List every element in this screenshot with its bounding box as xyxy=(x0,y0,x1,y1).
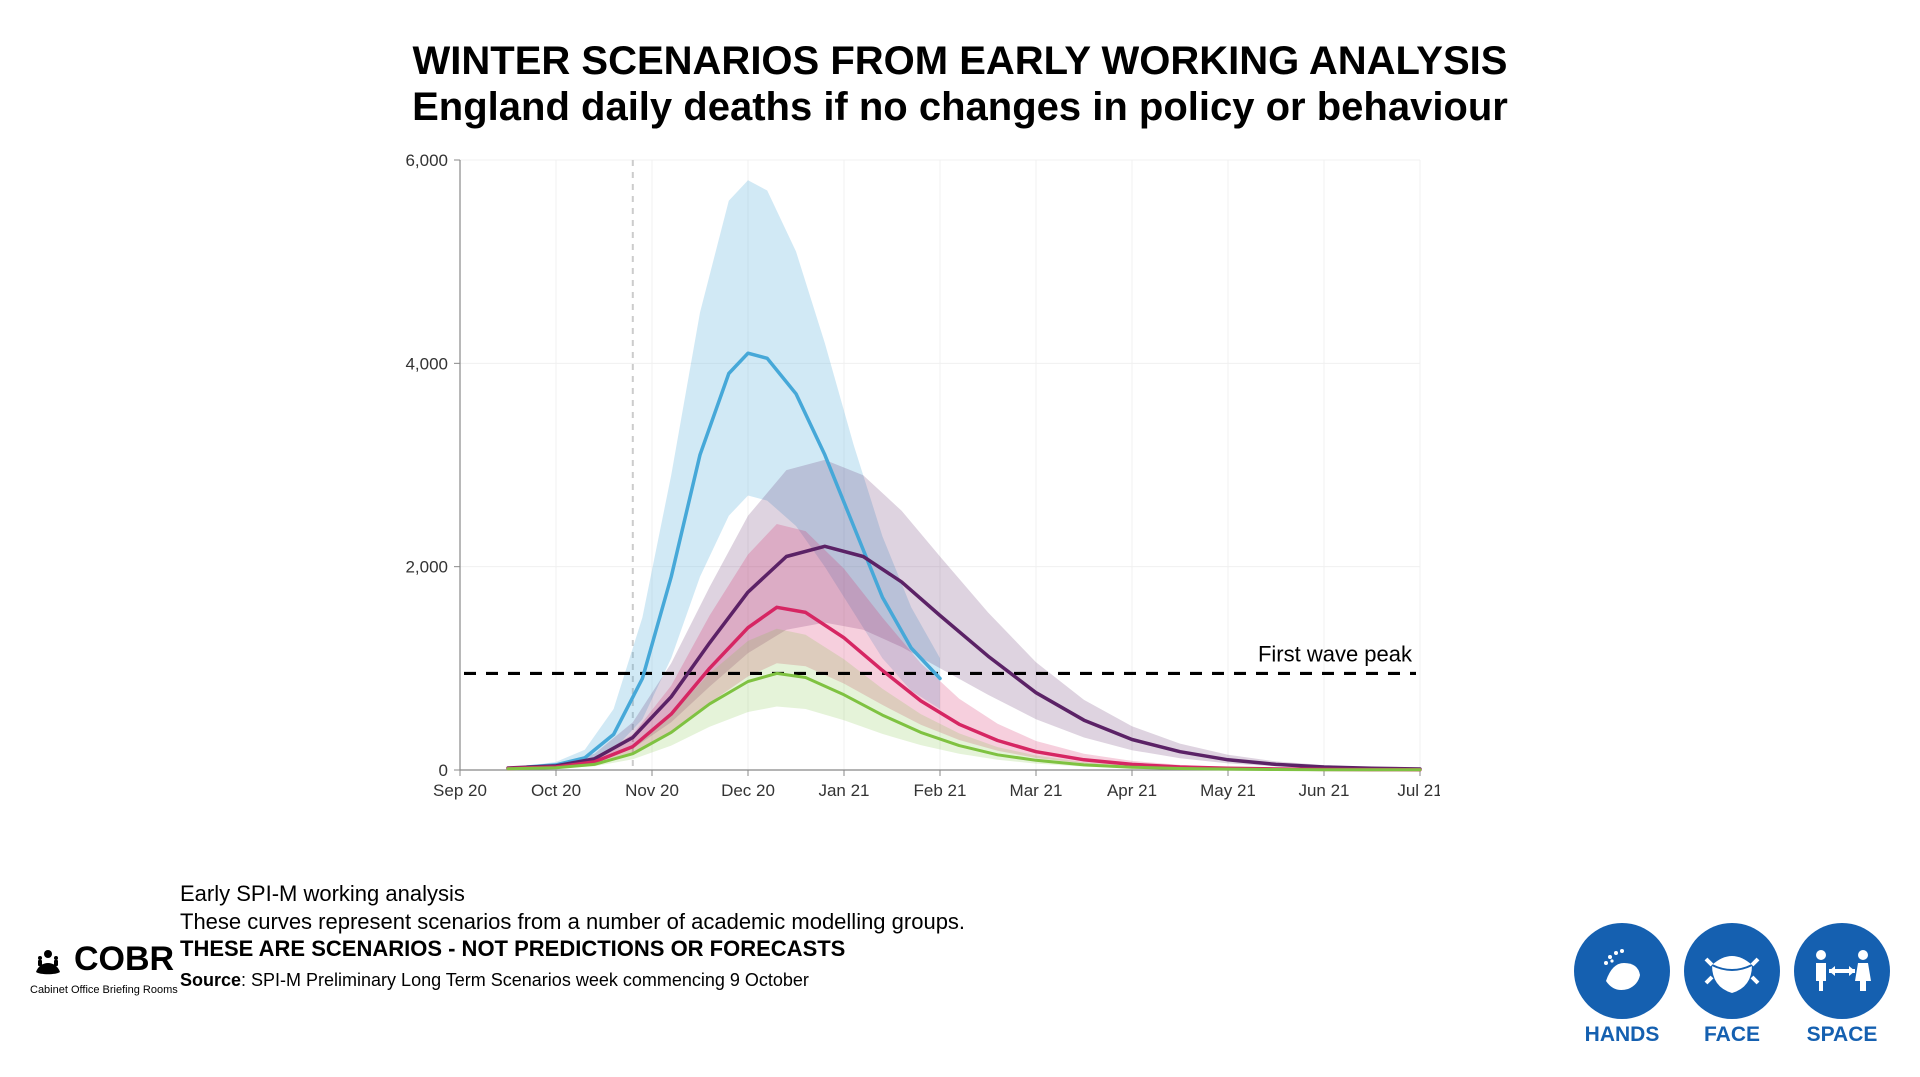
space-icon xyxy=(1794,923,1890,1019)
hfs-hands-label: HANDS xyxy=(1585,1023,1660,1047)
face-icon xyxy=(1684,923,1780,1019)
hfs-space-label: SPACE xyxy=(1807,1023,1878,1047)
title-block: WINTER SCENARIOS FROM EARLY WORKING ANAL… xyxy=(0,38,1920,130)
footer-line-3: THESE ARE SCENARIOS - NOT PREDICTIONS OR… xyxy=(180,935,965,963)
svg-text:Jul 21: Jul 21 xyxy=(1397,781,1440,800)
svg-text:Jun 21: Jun 21 xyxy=(1298,781,1349,800)
hands-face-space: HANDS FACE xyxy=(1574,923,1890,1047)
svg-text:0: 0 xyxy=(439,761,448,780)
svg-text:Jan 21: Jan 21 xyxy=(818,781,869,800)
chart-svg: 0 2,000 4,000 6,000 Sep 20 Oct 20 Nov 20 Dec 20… xyxy=(380,140,1440,830)
footer-line-2: These curves represent scenarios from a … xyxy=(180,908,965,936)
footer-source-label: Source xyxy=(180,970,241,990)
svg-text:6,000: 6,000 xyxy=(405,151,448,170)
svg-text:Dec 20: Dec 20 xyxy=(721,781,775,800)
svg-text:Feb 21: Feb 21 xyxy=(914,781,967,800)
footer-text: Early SPI-M working analysis These curve… xyxy=(180,880,965,991)
cobr-logo: COBR xyxy=(30,940,174,979)
svg-text:2,000: 2,000 xyxy=(405,558,448,577)
svg-text:Oct 20: Oct 20 xyxy=(531,781,581,800)
slide: WINTER SCENARIOS FROM EARLY WORKING ANAL… xyxy=(0,0,1920,1077)
footer-source-text: : SPI-M Preliminary Long Term Scenarios … xyxy=(241,970,809,990)
title-line-1: WINTER SCENARIOS FROM EARLY WORKING ANAL… xyxy=(0,38,1920,84)
svg-text:Mar 21: Mar 21 xyxy=(1010,781,1063,800)
hfs-space: SPACE xyxy=(1794,923,1890,1047)
footer-source: Source: SPI-M Preliminary Long Term Scen… xyxy=(180,969,965,992)
cobr-label: COBR xyxy=(74,940,174,979)
face-glyph-icon xyxy=(1700,939,1764,1003)
svg-text:Nov 20: Nov 20 xyxy=(625,781,679,800)
hands-icon xyxy=(1574,923,1670,1019)
hands-glyph-icon xyxy=(1592,941,1652,1001)
svg-text:Apr 21: Apr 21 xyxy=(1107,781,1157,800)
svg-text:May 21: May 21 xyxy=(1200,781,1256,800)
hfs-face-label: FACE xyxy=(1704,1023,1760,1047)
svg-text:4,000: 4,000 xyxy=(405,354,448,373)
hfs-face: FACE xyxy=(1684,923,1780,1047)
svg-text:First wave peak: First wave peak xyxy=(1258,641,1413,666)
footer-line-1: Early SPI-M working analysis xyxy=(180,880,965,908)
hfs-hands: HANDS xyxy=(1574,923,1670,1047)
chart: 0 2,000 4,000 6,000 Sep 20 Oct 20 Nov 20 Dec 20… xyxy=(380,140,1440,830)
crest-icon xyxy=(30,942,66,978)
title-line-2: England daily deaths if no changes in po… xyxy=(0,84,1920,130)
space-glyph-icon xyxy=(1807,941,1877,1001)
svg-text:Sep 20: Sep 20 xyxy=(433,781,487,800)
cobr-sublabel: Cabinet Office Briefing Rooms xyxy=(30,984,178,996)
